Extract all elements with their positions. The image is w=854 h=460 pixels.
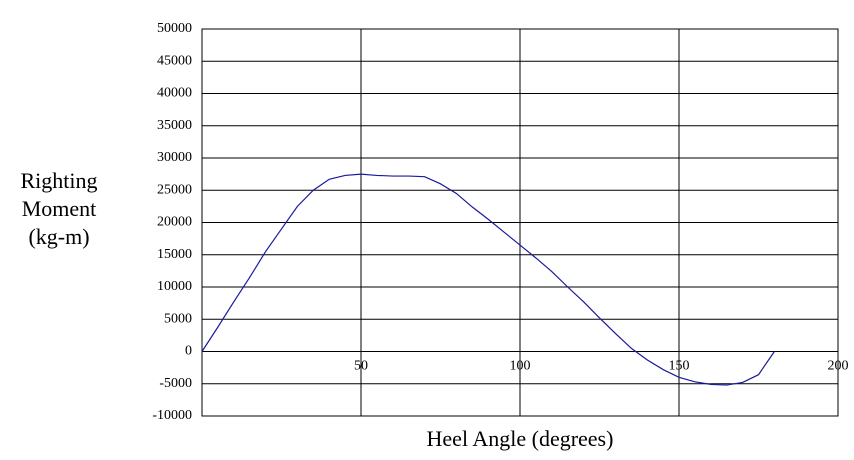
- y-tick-label: 25000: [157, 182, 192, 197]
- y-tick-label: -10000: [152, 408, 192, 423]
- y-tick-label: 10000: [157, 279, 192, 294]
- y-axis-label: Moment: [22, 196, 97, 221]
- y-tick-label: 0: [185, 344, 192, 359]
- x-axis-label: Heel Angle (degrees): [427, 426, 614, 451]
- y-tick-label: 15000: [157, 247, 192, 262]
- y-tick-label: 35000: [157, 118, 192, 133]
- y-tick-label: 30000: [157, 150, 192, 165]
- y-axis-label: Righting: [20, 168, 97, 193]
- y-tick-label: -5000: [159, 376, 192, 391]
- y-tick-label: 5000: [164, 311, 192, 326]
- y-tick-label: 50000: [157, 21, 192, 36]
- y-axis-label: (kg-m): [28, 224, 89, 249]
- data-line: [201, 173, 775, 386]
- y-tick-label: 20000: [157, 215, 192, 230]
- y-tick-label: 45000: [157, 53, 192, 68]
- y-tick-label: 40000: [157, 86, 192, 101]
